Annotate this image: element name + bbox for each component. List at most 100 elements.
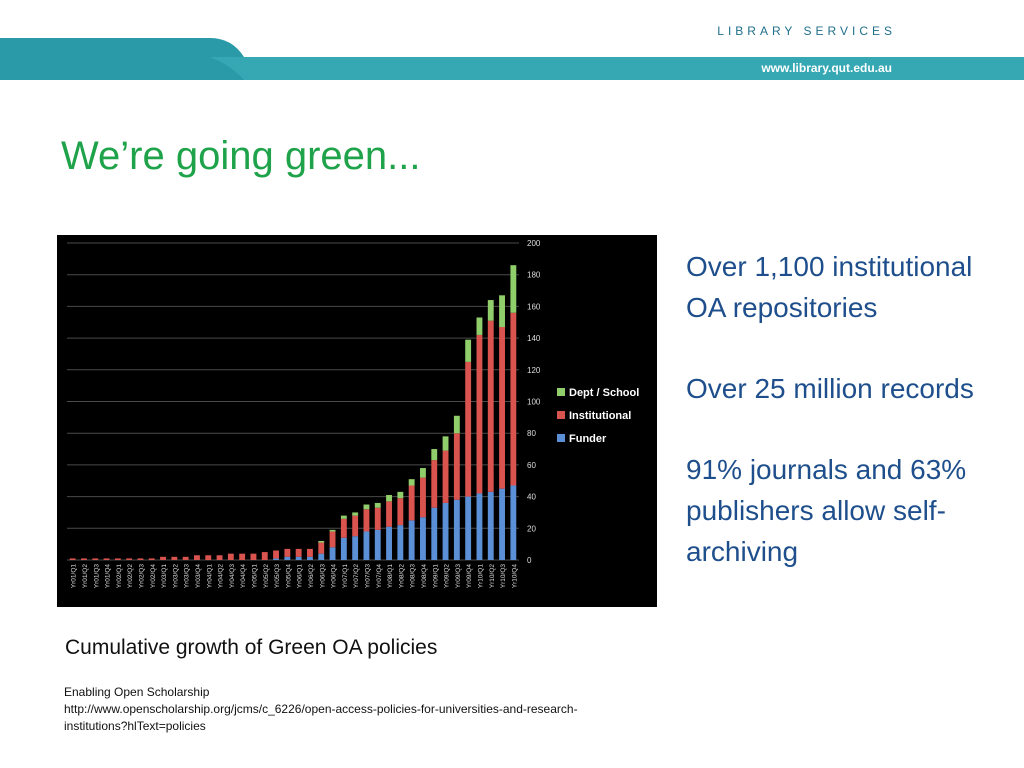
chart-caption: Cumulative growth of Green OA policies — [65, 636, 438, 659]
bar-institutional — [386, 501, 392, 527]
bar-funder — [431, 507, 438, 560]
stacked-bar-chart: 0 20 40 60 80 100 120 140 160 180 200 Yr01/Q1 Yr01/Q… — [67, 239, 639, 589]
bar-funder — [420, 517, 426, 560]
bar-dept-school — [476, 317, 483, 335]
bar-institutional — [352, 515, 359, 537]
x-tick-label: Yr06/Q3 — [319, 564, 326, 589]
y-tick-label: 20 — [527, 524, 536, 533]
bar-dept-school — [420, 468, 426, 478]
x-tick-label: Yr08/Q4 — [421, 564, 428, 589]
bar-institutional — [103, 558, 110, 560]
y-tick-label: 60 — [527, 461, 536, 470]
y-tick-label: 120 — [527, 366, 541, 375]
bar-institutional — [374, 507, 381, 530]
x-tick-label: Yr02/Q2 — [127, 564, 134, 589]
x-tick-label: Yr01/Q1 — [71, 564, 78, 589]
bar-funder — [352, 536, 359, 560]
source-title: Enabling Open Scholarship — [64, 685, 210, 699]
x-tick-label: Yr09/Q1 — [432, 564, 439, 589]
x-tick-label: Yr08/Q1 — [387, 564, 394, 589]
bar-institutional — [465, 361, 472, 497]
bar-institutional — [273, 550, 279, 559]
bar-institutional — [137, 558, 144, 560]
bar-funder — [307, 556, 313, 560]
legend-swatch — [557, 434, 565, 442]
bar-dept-school — [397, 491, 404, 499]
bar-institutional — [284, 548, 291, 557]
bar-dept-school — [442, 436, 449, 451]
bar-institutional — [261, 552, 268, 560]
x-tick-label: Yr04/Q2 — [218, 564, 225, 589]
x-tick-label: Yr01/Q3 — [93, 564, 100, 589]
y-tick-label: 40 — [527, 493, 536, 502]
header-band-light — [210, 57, 1024, 80]
x-tick-label: Yr06/Q2 — [308, 564, 315, 589]
chart-container: 0 20 40 60 80 100 120 140 160 180 200 Yr01/Q1 Yr01/Q… — [57, 235, 657, 607]
bar-dept-school — [465, 339, 472, 362]
stat-records: Over 25 million records — [686, 373, 974, 404]
x-tick-label: Yr02/Q3 — [138, 564, 145, 589]
bar-institutional — [499, 327, 505, 489]
bar-funder — [295, 556, 302, 560]
bar-dept-school — [510, 265, 517, 313]
bar-funder — [363, 531, 370, 560]
bar-institutional — [510, 312, 517, 486]
legend-swatch — [557, 411, 565, 419]
y-tick-label: 180 — [527, 271, 541, 280]
bar-institutional — [126, 558, 133, 560]
bar-funder — [510, 485, 517, 560]
x-tick-label: Yr07/Q2 — [353, 564, 360, 589]
x-tick-label: Yr05/Q2 — [263, 564, 270, 589]
x-tick-label: Yr10/Q4 — [511, 564, 518, 589]
bar-dept-school — [408, 479, 415, 486]
x-tick-label: Yr02/Q1 — [116, 564, 123, 589]
bar-dept-school — [318, 540, 325, 543]
bar-institutional — [194, 555, 200, 560]
x-tick-label: Yr06/Q4 — [331, 564, 338, 589]
bar-institutional — [295, 548, 302, 557]
bar-dept-school — [352, 512, 359, 516]
bar-funder — [397, 525, 404, 560]
y-tick-label: 80 — [527, 429, 536, 438]
y-tick-label: 140 — [527, 334, 541, 343]
bar-institutional — [182, 556, 189, 560]
bar-institutional — [363, 509, 370, 532]
bar-dept-school — [487, 300, 494, 321]
x-tick-label: Yr07/Q1 — [342, 564, 349, 589]
x-tick-label: Yr04/Q1 — [206, 564, 213, 589]
x-tick-label: Yr09/Q4 — [466, 564, 473, 589]
x-tick-label: Yr05/Q1 — [251, 564, 258, 589]
bar-dept-school — [329, 529, 336, 532]
bar-funder — [408, 520, 415, 560]
bar-funder — [465, 496, 472, 560]
x-tick-label: Yr03/Q2 — [172, 564, 179, 589]
bar-institutional — [216, 555, 223, 560]
x-tick-label: Yr05/Q4 — [285, 564, 292, 589]
bar-funder — [273, 558, 279, 560]
bar-institutional — [476, 334, 483, 494]
legend-label: Dept / School — [569, 387, 639, 399]
bar-institutional — [239, 553, 246, 560]
x-tick-label: Yr09/Q3 — [455, 564, 462, 589]
x-tick-label: Yr06/Q1 — [297, 564, 304, 589]
bar-institutional — [453, 433, 460, 500]
bar-institutional — [420, 477, 426, 518]
x-tick-label: Yr09/Q2 — [444, 564, 451, 589]
y-tick-label: 0 — [527, 556, 532, 565]
bar-dept-school — [340, 515, 347, 519]
bar-institutional — [329, 531, 336, 548]
bar-dept-school — [431, 449, 438, 461]
website-link[interactable]: www.library.qut.edu.au — [761, 61, 892, 75]
x-tick-label: Yr08/Q3 — [410, 564, 417, 589]
stat-repositories: Over 1,100 institutional OA repositories — [686, 251, 973, 323]
bar-funder — [487, 491, 494, 560]
header-band — [0, 38, 1024, 80]
bar-institutional — [340, 518, 347, 538]
source-url[interactable]: http://www.openscholarship.org/jcms/c_62… — [64, 702, 578, 733]
brand-label: LIBRARY SERVICES — [717, 24, 896, 38]
x-tick-label: Yr05/Q3 — [274, 564, 281, 589]
legend-label: Institutional — [569, 410, 631, 422]
bar-institutional — [69, 558, 76, 560]
slide-title: We’re going green... — [61, 134, 421, 178]
bar-dept-school — [386, 495, 392, 502]
